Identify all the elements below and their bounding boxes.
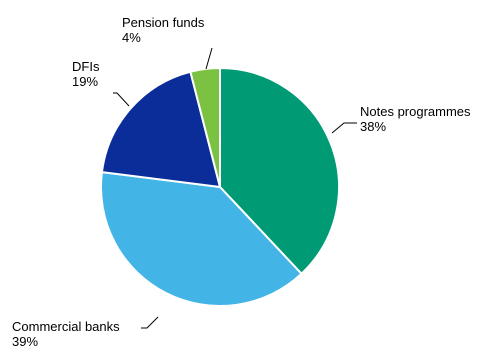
leader-line-commercial-banks — [141, 316, 159, 329]
slice-value-pension-funds: 4% — [122, 30, 141, 45]
pie-slice-notes-programmes — [219, 66, 340, 276]
slice-label-notes-programmes: Notes programmes — [360, 104, 471, 119]
slices-layer — [100, 66, 340, 307]
slice-value-notes-programmes: 38% — [360, 119, 386, 134]
pie-slice-commercial-banks — [100, 170, 303, 307]
pie-slice-pension-funds — [189, 66, 221, 188]
slice-value-commercial-banks: 39% — [12, 334, 38, 347]
leader-line-notes-programmes — [331, 122, 357, 134]
leader-line-dfis — [113, 92, 130, 107]
pie-slice-dfis — [100, 70, 222, 189]
slice-label-dfis: DFIs — [72, 59, 100, 74]
slice-value-dfis: 19% — [72, 74, 98, 89]
leader-lines-layer — [113, 47, 357, 329]
slice-label-commercial-banks: Commercial banks — [12, 319, 120, 334]
leader-line-pension-funds — [205, 47, 213, 70]
slice-label-pension-funds: Pension funds — [122, 15, 205, 30]
